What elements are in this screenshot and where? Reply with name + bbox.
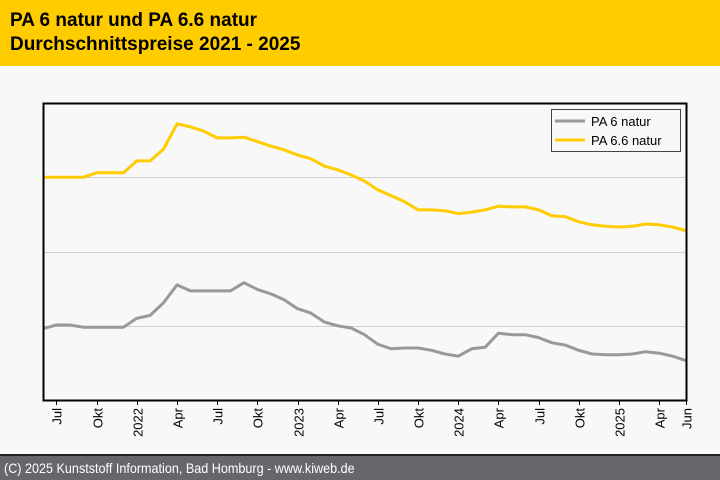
x-tick-label: Apr: [171, 407, 186, 428]
series-line-pa-6-natur: [42, 281, 687, 363]
chart-header: PA 6 natur und PA 6.6 natur Durchschnitt…: [0, 0, 720, 66]
x-tick-label: Jul: [211, 408, 226, 425]
legend-label-pa66: PA 6.6 natur: [591, 133, 662, 148]
x-tick-label: Okt: [412, 408, 427, 429]
series-lines: [42, 122, 687, 363]
x-tick-label: Jul: [533, 408, 548, 425]
plot-frame: [42, 102, 688, 402]
series-line-pa-6-6-natur: [43, 122, 687, 233]
x-tick-label: 2023: [292, 408, 307, 437]
x-tick-label: 2022: [131, 408, 146, 437]
copyright-text: (C) 2025 Kunststoff Information, Bad Hom…: [4, 460, 355, 476]
x-tick-label: Apr: [332, 407, 347, 428]
legend-box: [551, 109, 681, 152]
x-tick-label: Apr: [492, 407, 507, 428]
legend-label-pa6: PA 6 natur: [591, 114, 651, 129]
x-tick-label: Jul: [50, 408, 65, 425]
x-tick-label: Jun: [680, 408, 695, 429]
chart-subtitle: Durchschnittspreise 2021 - 2025: [10, 34, 301, 55]
chart-title: PA 6 natur und PA 6.6 natur: [10, 10, 258, 31]
footer-bar: (C) 2025 Kunststoff Information, Bad Hom…: [0, 454, 720, 480]
gridlines: [43, 177, 686, 327]
x-axis: Jul Okt 2022 Apr Jul Okt 2023 Apr Jul Okt 2024 Apr J…: [50, 400, 695, 437]
x-tick-label: 2024: [452, 408, 467, 437]
x-tick-label: Jul: [372, 408, 387, 425]
x-tick-label: Apr: [653, 407, 668, 428]
x-tick-label: Okt: [573, 408, 588, 429]
legend: PA 6 natur PA 6.6 natur: [551, 109, 681, 152]
x-tick-label: Okt: [251, 408, 266, 429]
x-tick-label: Okt: [91, 408, 106, 429]
line-chart: Jul Okt 2022 Apr Jul Okt 2023 Apr Jul Okt 2024 Apr J…: [42, 102, 695, 437]
x-tick-label: 2025: [613, 408, 628, 437]
